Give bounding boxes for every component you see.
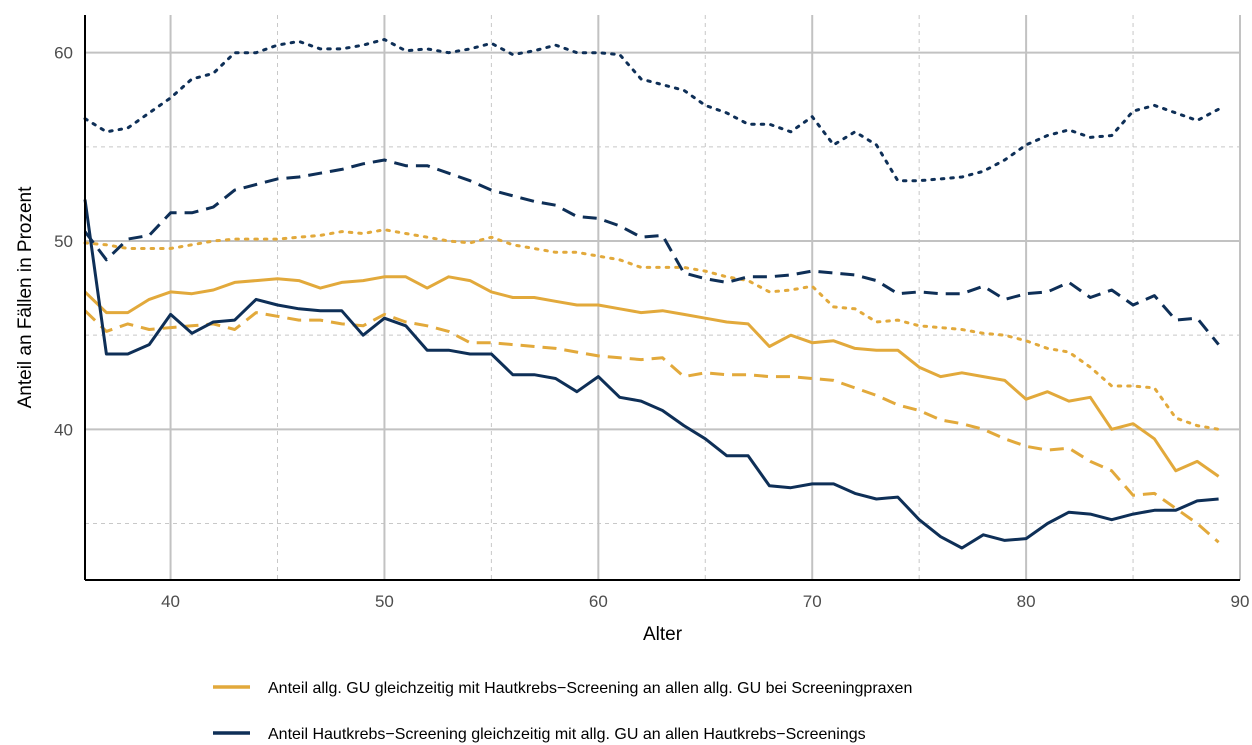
y-tick-label: 40 bbox=[54, 420, 73, 439]
legend-label-gold: Anteil allg. GU gleichzeitig mit Hautkre… bbox=[268, 680, 912, 697]
x-tick-label: 90 bbox=[1231, 592, 1250, 611]
series-layer bbox=[83, 38, 1221, 550]
axes bbox=[84, 15, 1240, 581]
grid bbox=[85, 15, 1241, 580]
series-line-gold-dotted bbox=[83, 228, 1221, 431]
x-axis-title: Alter bbox=[643, 624, 683, 645]
x-tick-label: 70 bbox=[803, 592, 822, 611]
series-line-navy-solid bbox=[83, 199, 1219, 550]
series-line-navy-dashed bbox=[83, 158, 1220, 346]
x-tick-label: 50 bbox=[375, 592, 394, 611]
x-tick-label: 60 bbox=[589, 592, 608, 611]
x-tick-label: 80 bbox=[1017, 592, 1036, 611]
series-line-gold-dashed bbox=[83, 309, 1220, 544]
legend-label-navy: Anteil Hautkrebs−Screening gleichzeitig … bbox=[268, 726, 866, 743]
y-tick-label: 50 bbox=[54, 232, 73, 251]
series-line-navy-dotted bbox=[83, 38, 1221, 183]
tick-labels: 40 50 60 70 80 90 40 50 60 bbox=[54, 44, 1249, 611]
x-tick-label: 40 bbox=[161, 592, 180, 611]
y-axis-title: Anteil an Fällen in Prozent bbox=[15, 186, 36, 409]
y-tick-label: 60 bbox=[54, 44, 73, 63]
series-line-gold-solid bbox=[83, 275, 1220, 478]
legend: Anteil allg. GU gleichzeitig mit Hautkre… bbox=[213, 680, 912, 743]
